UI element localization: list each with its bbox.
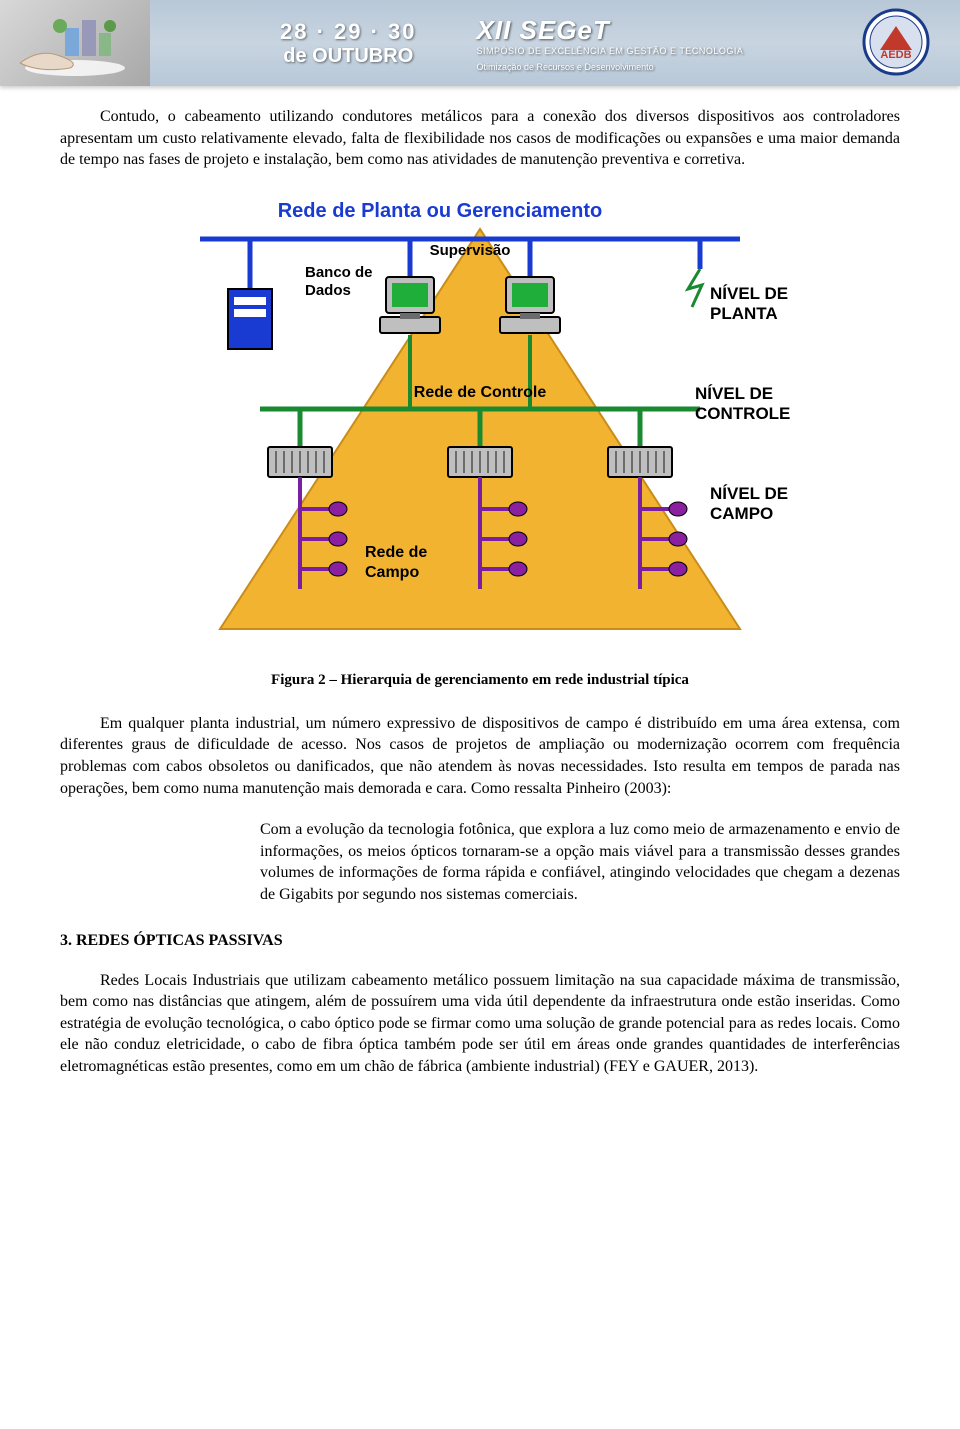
field-nodes-3 bbox=[669, 502, 687, 576]
figure-2-caption: Figura 2 – Hierarquia de gerenciamento e… bbox=[60, 672, 900, 689]
label-supervisao: Supervisão bbox=[430, 242, 511, 259]
field-nodes-2 bbox=[509, 502, 527, 576]
page-content: Contudo, o cabeamento utilizando conduto… bbox=[0, 86, 960, 1114]
figure-2: Rede de Planta ou Gerenciamento Banco de… bbox=[60, 189, 900, 654]
side-label-planta-2: PLANTA bbox=[710, 304, 778, 323]
banner-aedb-logo: AEDB bbox=[862, 8, 930, 76]
side-label-controle-1: NÍVEL DE bbox=[695, 384, 773, 403]
banner-dates: 28 · 29 · 30 de OUTUBRO bbox=[280, 19, 417, 68]
label-banco-l2: Dados bbox=[305, 282, 351, 299]
hierarchy-diagram: Rede de Planta ou Gerenciamento Banco de… bbox=[140, 189, 820, 649]
blockquote-pinheiro: Com a evolução da tecnologia fotônica, q… bbox=[260, 819, 900, 905]
side-label-campo-2: CAMPO bbox=[710, 504, 773, 523]
conference-banner: 28 · 29 · 30 de OUTUBRO XII SEGeT SIMPÓS… bbox=[0, 0, 960, 86]
banner-seget-theme: Otimização de Recursos e Desenvolvimento bbox=[477, 62, 744, 72]
paragraph-2: Em qualquer planta industrial, um número… bbox=[60, 713, 900, 799]
pc-supervision-2 bbox=[500, 277, 560, 333]
label-banco-l1: Banco de bbox=[305, 264, 373, 281]
pc-supervision-1 bbox=[380, 277, 440, 333]
banner-hand-logo bbox=[0, 0, 150, 86]
banner-seget-sub: SIMPÓSIO DE EXCELÊNCIA EM GESTÃO E TECNO… bbox=[477, 46, 744, 56]
side-label-controle-2: CONTROLE bbox=[695, 404, 790, 423]
field-nodes-1 bbox=[329, 502, 347, 576]
side-label-planta-1: NÍVEL DE bbox=[710, 284, 788, 303]
section-3-title: 3. REDES ÓPTICAS PASSIVAS bbox=[60, 932, 900, 950]
label-rede-campo-2: Campo bbox=[365, 564, 419, 581]
label-rede-campo-1: Rede de bbox=[365, 544, 427, 561]
database-server bbox=[228, 289, 272, 349]
plc-1 bbox=[268, 447, 332, 477]
svg-text:AEDB: AEDB bbox=[880, 49, 911, 61]
label-rede-controle: Rede de Controle bbox=[414, 384, 547, 401]
banner-dates-line1: 28 · 29 · 30 bbox=[280, 19, 417, 45]
paragraph-1: Contudo, o cabeamento utilizando conduto… bbox=[60, 106, 900, 171]
banner-seget-title: XII SEGeT bbox=[477, 15, 744, 46]
banner-dates-line2: de OUTUBRO bbox=[280, 45, 417, 68]
diagram-title: Rede de Planta ou Gerenciamento bbox=[278, 200, 603, 222]
paragraph-3: Redes Locais Industriais que utilizam ca… bbox=[60, 970, 900, 1078]
side-label-campo-1: NÍVEL DE bbox=[710, 484, 788, 503]
banner-seget-block: XII SEGeT SIMPÓSIO DE EXCELÊNCIA EM GEST… bbox=[477, 15, 744, 72]
plc-2 bbox=[448, 447, 512, 477]
plc-3 bbox=[608, 447, 672, 477]
